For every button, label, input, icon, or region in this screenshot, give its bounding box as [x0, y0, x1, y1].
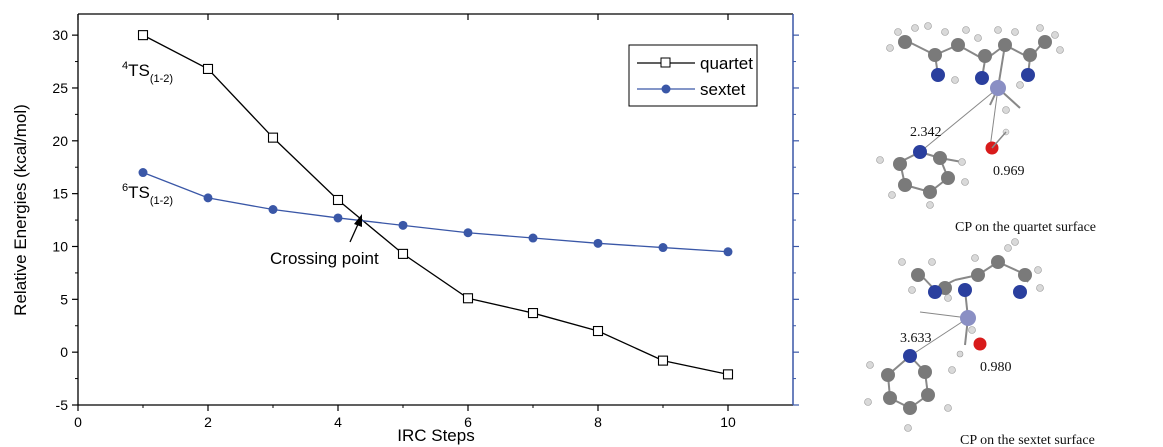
sextet-structure: [864, 238, 1044, 432]
quartet-point: [332, 194, 344, 206]
x-tick-label: 0: [74, 414, 82, 430]
legend-box: [628, 44, 758, 107]
quartet-point: [397, 248, 409, 259]
sextet-series-line: [142, 171, 729, 253]
crossing-arrow-head: [354, 214, 362, 227]
legend-sextet-marker: [661, 84, 671, 94]
quartet-point: [202, 63, 214, 75]
quartet-series-line: [142, 34, 729, 375]
y-tick-label: 5: [60, 291, 68, 307]
x-tick-label: 8: [594, 414, 602, 430]
x-axis-title: IRC Steps: [397, 426, 474, 445]
ts-sextet-main: TS: [128, 183, 150, 202]
x-tick-label: 4: [334, 414, 342, 430]
sextet-point: [138, 168, 148, 178]
legend: quartet sextet: [628, 44, 758, 107]
legend-sextet-label: sextet: [700, 80, 746, 99]
ts-quartet-sub: (1-2): [150, 73, 173, 85]
axis-ticks: 0 2 4 6 8 10 -5 0 5 10 15 20 25 30: [52, 14, 799, 430]
y-tick-label: 10: [52, 238, 68, 254]
quartet-point: [267, 132, 279, 143]
ts-quartet-main: TS: [128, 61, 150, 80]
quartet-point: [137, 30, 149, 41]
sextet-point: [528, 233, 538, 243]
quartet-point: [657, 355, 669, 366]
crossing-arrow-shaft: [349, 221, 360, 243]
sextet-oh-label: 0.980: [980, 360, 1012, 375]
sextet-point: [333, 213, 343, 223]
sextet-point: [203, 193, 213, 203]
sextet-point: [658, 243, 668, 253]
ts-sextet-sup: 6: [122, 182, 128, 194]
sextet-point: [723, 247, 733, 257]
quartet-distance-label: 2.342: [910, 125, 942, 140]
quartet-point: [462, 293, 474, 304]
quartet-point: [527, 308, 539, 319]
y-tick-label: 15: [52, 186, 68, 202]
series-layer: [137, 30, 734, 380]
legend-quartet-label: quartet: [700, 54, 753, 73]
ts-quartet-sup: 4: [122, 60, 128, 72]
sextet-point: [463, 228, 473, 238]
sextet-point: [268, 205, 278, 214]
quartet-caption: CP on the quartet surface: [955, 220, 1096, 235]
y-tick-label: 25: [52, 80, 68, 96]
quartet-point: [722, 369, 734, 380]
x-tick-label: 2: [204, 414, 212, 430]
ts-sextet-sub: (1-2): [150, 195, 173, 207]
sextet-distance-label: 3.633: [900, 331, 932, 346]
sextet-point: [593, 238, 603, 248]
y-tick-label: 0: [60, 344, 68, 360]
sextet-point: [398, 220, 408, 230]
legend-quartet-marker: [660, 57, 671, 68]
y-tick-label: 20: [52, 133, 68, 149]
ts-quartet-label: 4TS(1-2): [122, 60, 173, 85]
y-tick-label: -5: [56, 397, 69, 413]
x-tick-label: 6: [464, 414, 472, 430]
x-tick-label: 10: [720, 414, 736, 430]
quartet-structure: [876, 22, 1064, 209]
y-tick-label: 30: [52, 27, 68, 43]
ts-sextet-label: 6TS(1-2): [122, 182, 173, 207]
sextet-caption: CP on the sextet surface: [960, 433, 1095, 447]
crossing-point-label: Crossing point: [270, 249, 379, 268]
quartet-oh-label: 0.969: [993, 164, 1025, 179]
y-axis-title: Relative Energies (kcal/mol): [11, 104, 30, 316]
quartet-point: [592, 325, 604, 337]
